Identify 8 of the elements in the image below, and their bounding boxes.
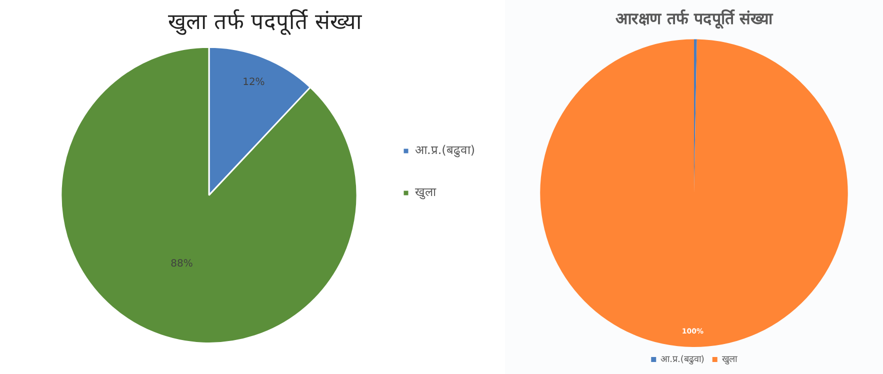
chart-title: खुला तर्फ पदपूर्ति संख्या — [168, 8, 362, 36]
data-label: 88% — [170, 258, 193, 270]
legend-label: खुला — [415, 185, 438, 200]
data-label: 12% — [242, 76, 265, 88]
chart-title: आरक्षण तर्फ पदपूर्ति संख्या — [616, 8, 774, 29]
legend-label: आ.प्र.(बढुवा) — [660, 354, 704, 365]
legend-label: आ.प्र.(बढुवा) — [415, 143, 476, 158]
legend-label: खुला — [722, 354, 738, 365]
